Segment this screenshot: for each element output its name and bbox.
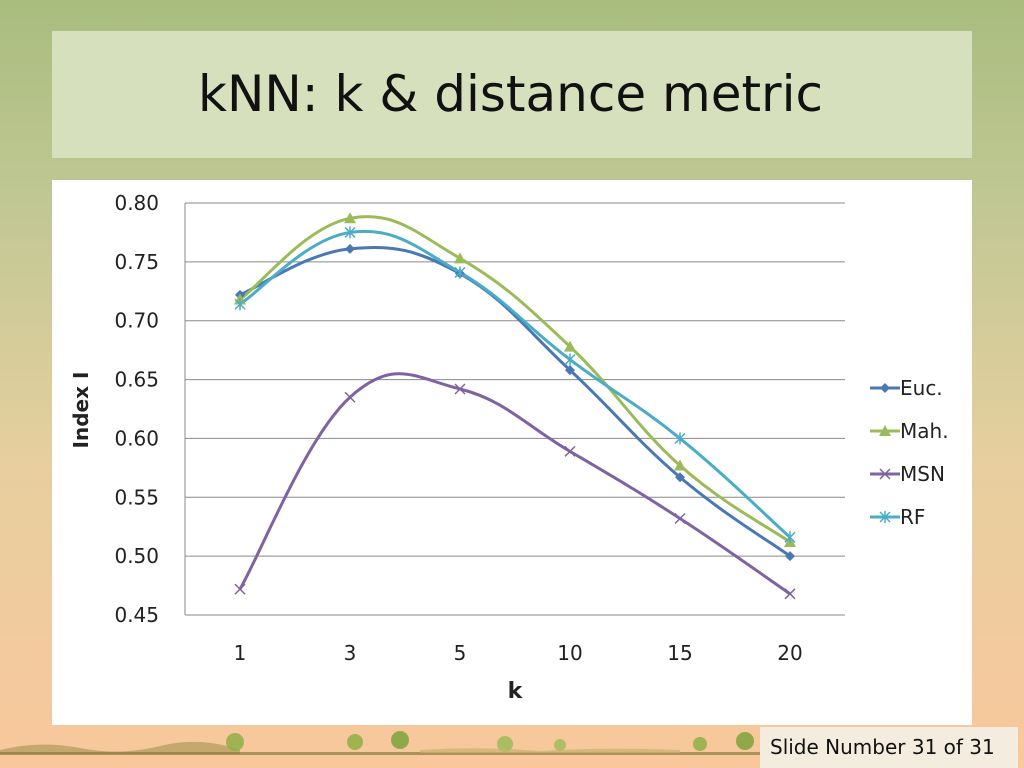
series-line-msn — [238, 372, 791, 596]
chart-panel — [52, 180, 972, 725]
x-tick-label: 10 — [557, 641, 582, 665]
data-point-msn — [564, 445, 576, 457]
data-point-euc — [565, 365, 575, 376]
legend-marker — [879, 468, 891, 480]
series-line-rf — [239, 229, 792, 539]
y-tick-label: 0.80 — [114, 191, 159, 215]
legend-marker — [880, 383, 890, 393]
gridlines — [184, 202, 845, 616]
legend-label: MSN — [900, 462, 945, 486]
series-lines — [238, 215, 792, 596]
slide-number: Slide Number 31 of 31 — [770, 735, 995, 759]
y-tick-label: 0.60 — [114, 426, 159, 450]
x-tick-label: 5 — [454, 641, 467, 665]
y-tick-label: 0.55 — [114, 485, 159, 509]
y-tick-label: 0.70 — [114, 309, 159, 333]
legend-label: RF — [900, 505, 925, 529]
x-tick-label: 1 — [234, 641, 247, 665]
x-tick-label: 20 — [777, 641, 802, 665]
y-axis-label: Index I — [69, 372, 93, 449]
legend-label: Euc. — [900, 376, 943, 400]
y-tick-labels: 0.80 0.75 0.70 0.65 0.60 0.55 0.50 0.45 — [114, 191, 159, 627]
title-box: kNN: k & distance metric — [52, 31, 972, 158]
y-tick-label: 0.45 — [114, 603, 159, 627]
data-point-euc — [785, 551, 795, 562]
landscape-decoration — [0, 731, 760, 755]
data-point-msn — [784, 588, 796, 600]
legend: Euc. Mah. MSN RF — [870, 376, 949, 529]
footer-box: Slide Number 31 of 31 — [760, 727, 1018, 768]
data-point-msn — [674, 512, 686, 525]
data-point-rf — [454, 266, 466, 279]
x-tick-label: 15 — [667, 641, 692, 665]
y-tick-label: 0.75 — [114, 250, 159, 274]
data-point-rf — [674, 432, 686, 445]
y-tick-label: 0.50 — [114, 544, 159, 568]
series-line-euc — [239, 246, 791, 558]
legend-marker — [879, 511, 891, 523]
series-line-mah — [239, 215, 791, 544]
data-point-mah — [344, 212, 356, 224]
x-tick-labels: 1 3 5 10 15 20 — [234, 641, 803, 665]
data-point-mah — [454, 252, 466, 264]
data-point-mah — [674, 459, 686, 471]
series-markers — [234, 212, 796, 600]
x-tick-label: 3 — [344, 641, 357, 665]
x-axis-label: k — [508, 679, 524, 704]
data-point-msn — [344, 391, 356, 403]
slide-title: kNN: k & distance metric — [198, 65, 823, 123]
data-point-rf — [564, 353, 576, 366]
data-point-msn — [234, 583, 246, 595]
data-point-mah — [564, 340, 576, 352]
data-point-euc — [675, 472, 685, 483]
line-chart: 0.80 0.75 0.70 0.65 0.60 0.55 0.50 0.45 1 3 5 10 15… — [69, 191, 949, 704]
legend-marker — [879, 425, 891, 436]
data-point-msn — [454, 383, 466, 395]
legend-label: Mah. — [900, 419, 949, 443]
data-point-rf — [234, 298, 246, 311]
y-tick-label: 0.65 — [114, 368, 159, 392]
data-point-rf — [344, 226, 356, 239]
data-point-rf — [784, 531, 796, 544]
data-point-euc — [345, 243, 355, 254]
